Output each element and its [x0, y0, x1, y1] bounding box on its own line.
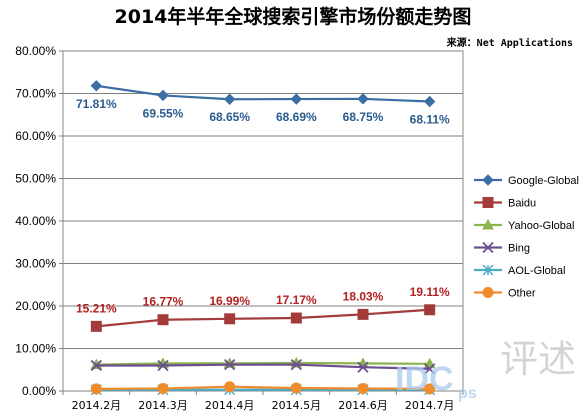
legend-label: AOL-Global [508, 265, 565, 277]
y-tick-label: 0.00% [22, 384, 56, 398]
y-tick-label: 10.00% [15, 342, 56, 356]
data-point-stroke [224, 359, 236, 371]
legend-label: Bing [508, 243, 530, 255]
data-point [224, 359, 236, 371]
data-label: 68.65% [209, 110, 250, 124]
legend-item: Google-Global [474, 174, 579, 187]
data-point [424, 304, 436, 316]
x-tick-label: 2014.2月 [72, 399, 122, 412]
legend-item: AOL-Global [474, 264, 565, 277]
data-label: 71.81% [76, 97, 117, 111]
watermark-glyph: 评述 [500, 337, 576, 381]
data-point [357, 361, 369, 373]
data-point [157, 314, 169, 326]
series-baidu [90, 304, 436, 332]
data-point [357, 308, 369, 320]
data-point [224, 381, 236, 393]
data-point [424, 383, 436, 395]
series-line [96, 308, 430, 328]
data-label: 17.17% [276, 293, 317, 307]
data-label: 15.21% [76, 301, 117, 315]
legend-item: Baidu [474, 197, 536, 210]
data-point [157, 382, 169, 394]
x-tick-label: 2014.7月 [405, 399, 455, 412]
chart-source: 来源：Net Applications [446, 36, 573, 49]
legend: Google-Global Baidu Yahoo-Global Bing AOL-Gl… [474, 174, 579, 300]
data-point [157, 359, 169, 372]
chart-title: 2014年半年全球搜索引擎市场份额走势图 [115, 5, 472, 28]
axes: 0.00% 10.00% 20.00% 30.00% 40.00% 50.00% 60.00… [15, 44, 464, 412]
legend-label: Baidu [508, 198, 536, 210]
series-line [96, 385, 430, 390]
series-line [96, 84, 430, 103]
legend-label: Google-Global [508, 175, 579, 187]
x-tick-label: 2014.3月 [138, 399, 188, 412]
series-bing [90, 359, 436, 375]
x-tick-label: 2014.6月 [338, 399, 388, 412]
y-tick-label: 20.00% [15, 299, 56, 313]
data-label: 16.77% [143, 295, 184, 309]
data-point [424, 363, 436, 375]
data-label: 19.11% [410, 285, 450, 299]
y-tick-label: 80.00% [15, 44, 56, 58]
data-point [290, 93, 303, 105]
data-label: 69.55% [143, 106, 184, 120]
y-tick-label: 50.00% [15, 172, 56, 186]
y-tick-label: 40.00% [15, 214, 56, 228]
data-point [223, 93, 236, 105]
data-label: 68.69% [276, 110, 317, 124]
data-point [90, 80, 103, 92]
data-labels: 71.81% 69.55% 68.65% 68.69% 68.75% 68.11% 15.2… [76, 97, 450, 316]
data-point-stroke [482, 241, 494, 254]
series-google-global [90, 80, 436, 108]
x-tick-label: 2014.5月 [272, 399, 322, 412]
data-point [290, 382, 302, 394]
legend-label: Yahoo-Global [508, 220, 574, 232]
data-point [224, 313, 236, 325]
y-tick-label: 30.00% [15, 257, 56, 271]
grid-lines [63, 50, 463, 349]
data-label: 68.11% [410, 113, 450, 127]
legend-swatch-marker [482, 218, 494, 230]
data-point [157, 89, 169, 102]
legend-swatch-marker [482, 174, 494, 186]
series-line [96, 361, 430, 366]
legend-swatch-marker [482, 264, 494, 276]
data-point [290, 312, 302, 324]
legend-swatch-marker [482, 241, 494, 254]
series-other [90, 381, 436, 395]
y-tick-label: 60.00% [15, 129, 56, 143]
legend-label: Other [508, 288, 536, 300]
data-point-stroke [290, 359, 302, 371]
data-label: 18.03% [343, 289, 384, 303]
legend-item: Other [474, 287, 536, 300]
legend-swatch-marker [482, 197, 494, 208]
data-point-stroke [157, 359, 169, 372]
data-point [423, 95, 436, 108]
data-label: 16.99% [209, 294, 250, 308]
watermark: IDC ps 评述 [395, 337, 576, 402]
y-tick-label: 70.00% [15, 87, 56, 101]
watermark-sub: ps [458, 385, 477, 402]
data-point-stroke [90, 359, 102, 372]
series-line [96, 363, 430, 370]
watermark-text: IDC [395, 360, 454, 398]
legend-item: Bing [474, 241, 530, 255]
data-point-stroke [357, 361, 369, 373]
data-label: 68.75% [343, 110, 384, 124]
legend-item: Yahoo-Global [474, 218, 574, 232]
x-tick-label: 2014.4月 [205, 399, 255, 412]
data-point-stroke [424, 363, 436, 375]
data-point [357, 93, 369, 105]
legend-swatch-marker [482, 287, 494, 298]
data-point [90, 320, 102, 332]
series-layer [90, 80, 436, 396]
data-point [290, 359, 302, 371]
data-point [90, 383, 102, 395]
data-point [357, 382, 369, 394]
data-point [90, 359, 102, 372]
